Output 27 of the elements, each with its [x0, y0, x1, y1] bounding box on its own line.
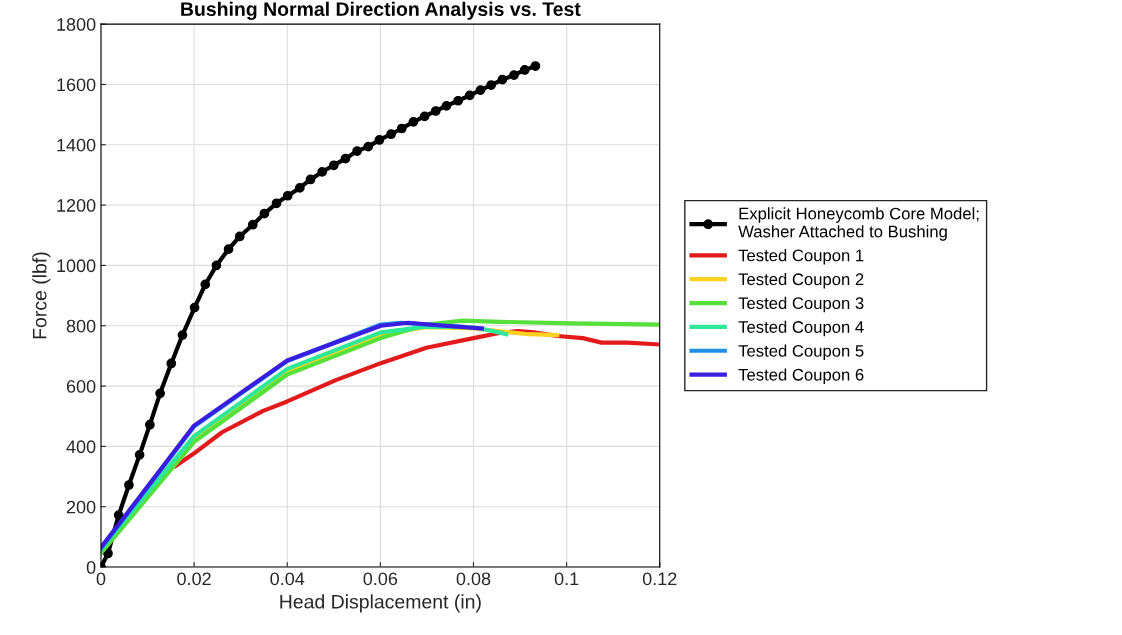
x-axis-title: Head Displacement (in)	[280, 594, 481, 613]
legend-label: Tested Coupon 3	[738, 296, 864, 313]
x-tick-label: 0.1	[554, 572, 579, 586]
y-tick-label: 200	[66, 500, 96, 514]
x-tick-label: 0.08	[456, 572, 491, 586]
x-tick-label: 0.04	[270, 572, 305, 586]
chart-title: Bushing Normal Direction Analysis vs. Test	[181, 1, 581, 20]
legend-label: Tested Coupon 5	[738, 344, 864, 361]
y-tick-label: 400	[66, 440, 96, 454]
y-tick-label: 800	[66, 319, 96, 333]
y-tick-label: 0	[86, 560, 96, 574]
legend-label: Tested Coupon 6	[738, 368, 864, 384]
y-tick-label: 600	[66, 380, 96, 393]
legend-label: Tested Coupon 4	[738, 320, 864, 337]
legend-label: Tested Coupon 2	[738, 272, 864, 289]
x-tick-label: 0.02	[177, 572, 211, 586]
y-tick-label: 1400	[57, 138, 96, 152]
y-tick-label: 1000	[57, 259, 96, 273]
x-tick-label: 0.06	[363, 572, 398, 586]
legend-label: Explicit Honeycomb Core Model; Washer Attached to Bushing	[738, 207, 979, 241]
x-tick-label: 0	[96, 572, 106, 586]
legend-label: Tested Coupon 1	[738, 249, 864, 265]
y-axis-title: Force (lbf)	[32, 252, 51, 339]
y-tick-label: 1200	[57, 199, 96, 212]
y-tick-label: 1800	[57, 18, 96, 31]
y-tick-label: 1600	[57, 78, 96, 92]
x-tick-label: 0.12	[642, 572, 677, 586]
